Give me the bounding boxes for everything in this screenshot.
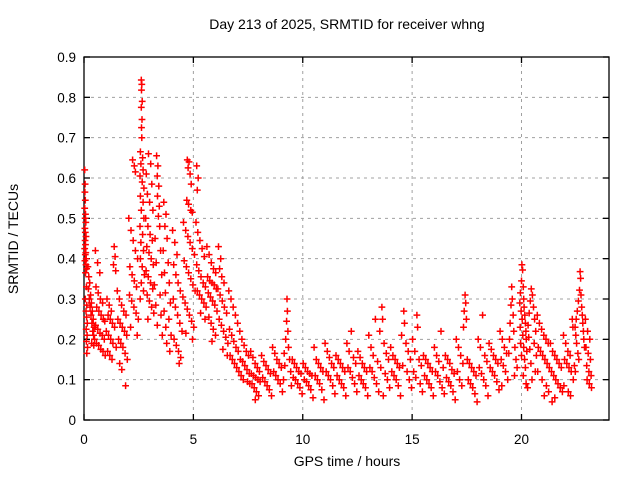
svg-text:5: 5 <box>190 432 198 447</box>
svg-text:0.5: 0.5 <box>57 211 76 226</box>
chart-title: Day 213 of 2025, SRMTID for receiver whn… <box>209 16 485 32</box>
svg-text:0.1: 0.1 <box>57 373 76 388</box>
svg-text:0: 0 <box>68 413 76 428</box>
svg-text:15: 15 <box>405 432 420 447</box>
svg-text:0.7: 0.7 <box>57 131 76 146</box>
svg-text:0.8: 0.8 <box>57 90 76 105</box>
svg-text:20: 20 <box>514 432 529 447</box>
svg-text:0.4: 0.4 <box>57 252 76 267</box>
svg-text:0: 0 <box>80 432 88 447</box>
svg-text:0.2: 0.2 <box>57 332 76 347</box>
x-axis-label: GPS time / hours <box>293 453 401 469</box>
svg-text:0.9: 0.9 <box>57 50 76 65</box>
scatter-points-SRMTID <box>81 76 595 406</box>
svg-text:0.3: 0.3 <box>57 292 76 307</box>
svg-text:10: 10 <box>295 432 310 447</box>
tick-labels: 0 0.1 0.2 0.3 0.4 0.5 0.6 0.7 0.8 0.9 0 5 10 15 20 <box>57 50 529 447</box>
svg-text:0.6: 0.6 <box>57 171 76 186</box>
